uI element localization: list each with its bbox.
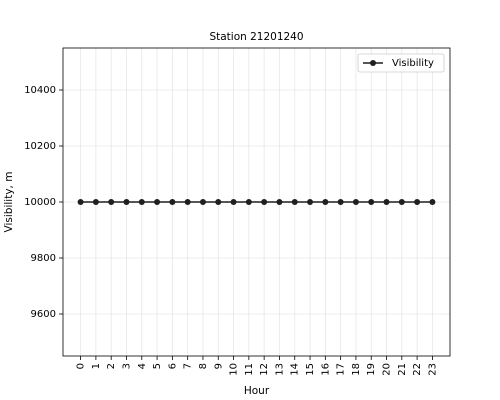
y-tick-label: 9600 — [31, 309, 56, 320]
data-point — [215, 199, 222, 205]
x-tick-label: 20 — [382, 363, 393, 376]
series-layer — [77, 199, 436, 205]
x-axis: 0 1 2 3 4 5 6 7 8 9 10 11 12 13 14 15 16 17 18 19 20 21 22 23 — [76, 356, 438, 376]
x-tick-label: 10 — [229, 363, 240, 376]
x-tick-label: 12 — [259, 363, 270, 376]
data-point — [108, 199, 115, 205]
x-tick-label: 14 — [290, 363, 301, 376]
data-point — [77, 199, 84, 205]
x-tick-label: 18 — [351, 363, 362, 376]
x-tick-label: 8 — [198, 363, 209, 369]
x-tick-label: 7 — [183, 363, 194, 369]
data-point — [337, 199, 344, 205]
x-tick-label: 9 — [213, 363, 224, 369]
x-tick-label: 15 — [305, 363, 316, 376]
data-point — [261, 199, 268, 205]
x-tick-label: 4 — [137, 363, 148, 369]
x-tick-label: 3 — [121, 363, 132, 369]
x-tick-label: 5 — [152, 363, 163, 369]
x-tick-label: 13 — [274, 363, 285, 376]
x-tick-label: 21 — [397, 363, 408, 376]
data-point — [138, 199, 145, 205]
data-point — [123, 199, 130, 205]
legend-marker-icon — [370, 60, 376, 66]
y-axis: 9600 9800 10000 10200 10400 — [24, 85, 63, 320]
legend: Visibility — [357, 53, 445, 73]
y-tick-label: 9800 — [31, 253, 56, 264]
y-tick-label: 10000 — [24, 197, 56, 208]
x-tick-label: 11 — [244, 363, 255, 376]
x-tick-label: 2 — [106, 363, 117, 369]
data-point — [199, 199, 206, 205]
x-tick-label: 17 — [336, 363, 347, 376]
data-point — [398, 199, 405, 205]
x-tick-label: 6 — [167, 363, 178, 369]
data-point — [154, 199, 161, 205]
chart-title: Station 21201240 — [209, 31, 303, 43]
x-tick-label: 0 — [76, 363, 87, 369]
data-point — [322, 199, 329, 205]
data-point — [230, 199, 237, 205]
y-tick-label: 10400 — [24, 85, 56, 96]
legend-entry-visibility: Visibility — [392, 58, 434, 69]
data-point — [184, 199, 191, 205]
data-point — [429, 199, 436, 205]
data-point — [276, 199, 283, 205]
legend-box — [357, 53, 445, 73]
x-tick-label: 1 — [91, 363, 102, 369]
y-axis-label: Visibility, m — [3, 172, 15, 233]
data-point — [352, 199, 359, 205]
data-point — [92, 199, 99, 205]
x-tick-label: 19 — [366, 363, 377, 376]
x-tick-label: 22 — [412, 363, 423, 376]
data-point — [307, 199, 314, 205]
data-point — [414, 199, 421, 205]
data-point — [383, 199, 390, 205]
data-point — [169, 199, 176, 205]
data-point — [245, 199, 252, 205]
x-axis-label: Hour — [244, 385, 270, 397]
x-tick-label: 23 — [427, 363, 438, 376]
x-tick-label: 16 — [320, 363, 331, 376]
data-point — [291, 199, 298, 205]
data-point — [368, 199, 375, 205]
y-tick-label: 10200 — [24, 141, 56, 152]
